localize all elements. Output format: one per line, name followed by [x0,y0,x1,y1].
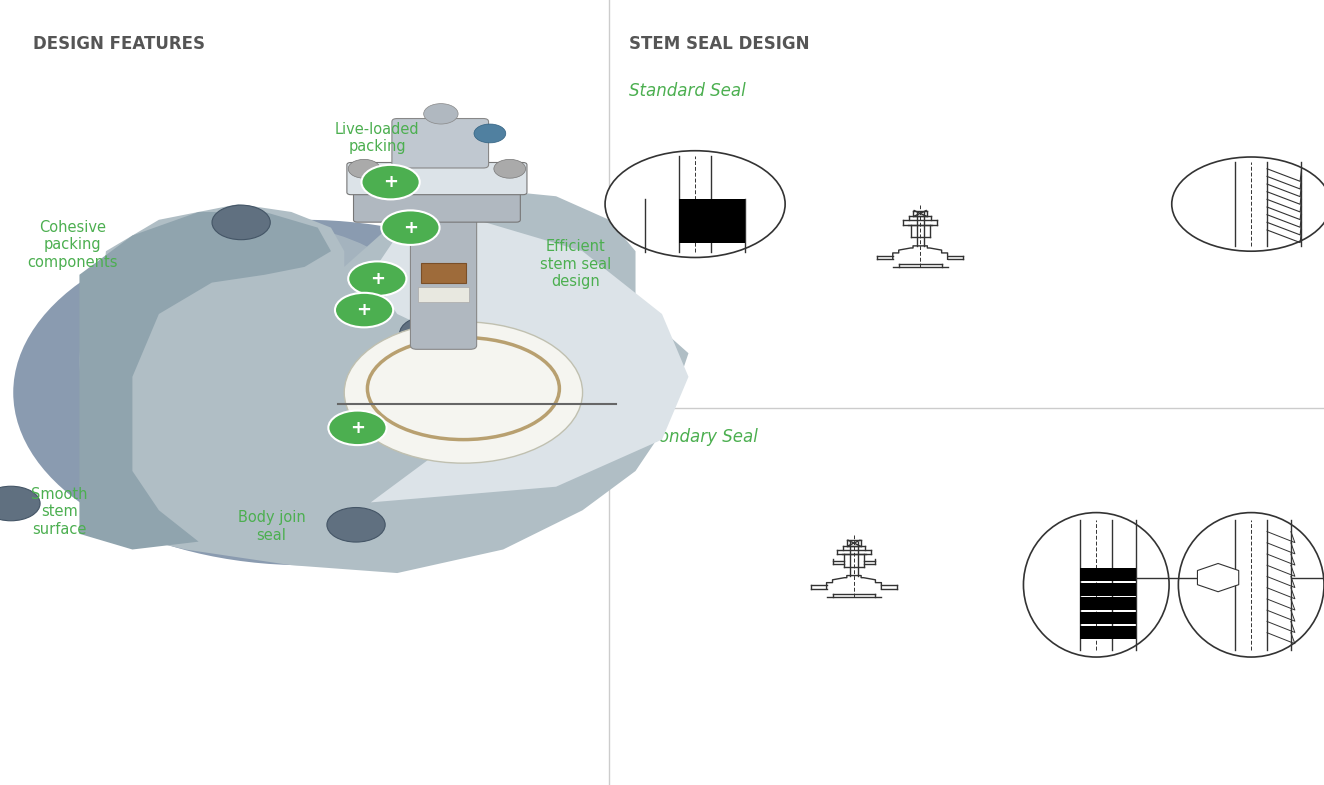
Circle shape [348,159,380,178]
Text: Live-loaded
packing: Live-loaded packing [335,122,420,154]
Circle shape [381,210,440,245]
Circle shape [1172,157,1324,251]
Text: Secondary Seal: Secondary Seal [629,428,757,446]
Circle shape [212,205,270,239]
FancyBboxPatch shape [392,119,489,168]
FancyBboxPatch shape [421,263,466,283]
Text: Cohesive
packing
components: Cohesive packing components [28,220,118,269]
Polygon shape [371,220,688,502]
Text: Body join
seal: Body join seal [237,510,306,542]
Bar [1080,583,1136,596]
Bar [679,212,745,229]
Circle shape [494,159,526,178]
Circle shape [474,124,506,143]
Circle shape [328,411,387,445]
Text: +: + [356,301,372,319]
Text: Efficient
stem seal
design: Efficient stem seal design [540,239,612,289]
FancyBboxPatch shape [410,200,477,349]
Bar [679,225,745,243]
Bar [1080,568,1136,581]
Text: +: + [402,219,418,236]
Text: +: + [369,270,385,287]
Circle shape [424,104,458,124]
Text: DESIGN FEATURES: DESIGN FEATURES [33,35,205,53]
Polygon shape [79,212,331,550]
FancyBboxPatch shape [347,162,527,195]
Circle shape [13,220,596,565]
Text: +: + [350,419,365,436]
Bar [1080,626,1136,639]
FancyBboxPatch shape [418,287,469,302]
Text: STEM SEAL DESIGN: STEM SEAL DESIGN [629,35,809,53]
Circle shape [348,261,406,296]
Text: Standard Seal: Standard Seal [629,82,745,100]
Ellipse shape [1178,513,1324,657]
Circle shape [605,151,785,257]
FancyBboxPatch shape [354,186,520,222]
Bar [1080,612,1136,624]
Bar [679,199,745,216]
Text: +: + [383,173,399,191]
Circle shape [327,508,385,542]
Polygon shape [79,188,688,573]
Circle shape [335,293,393,327]
Bar [1080,597,1136,610]
Ellipse shape [1023,513,1169,657]
Circle shape [344,322,583,463]
Circle shape [361,165,420,199]
Circle shape [400,316,458,351]
Circle shape [0,486,40,520]
Text: Smooth
stem
surface: Smooth stem surface [32,487,87,536]
Ellipse shape [79,224,450,498]
